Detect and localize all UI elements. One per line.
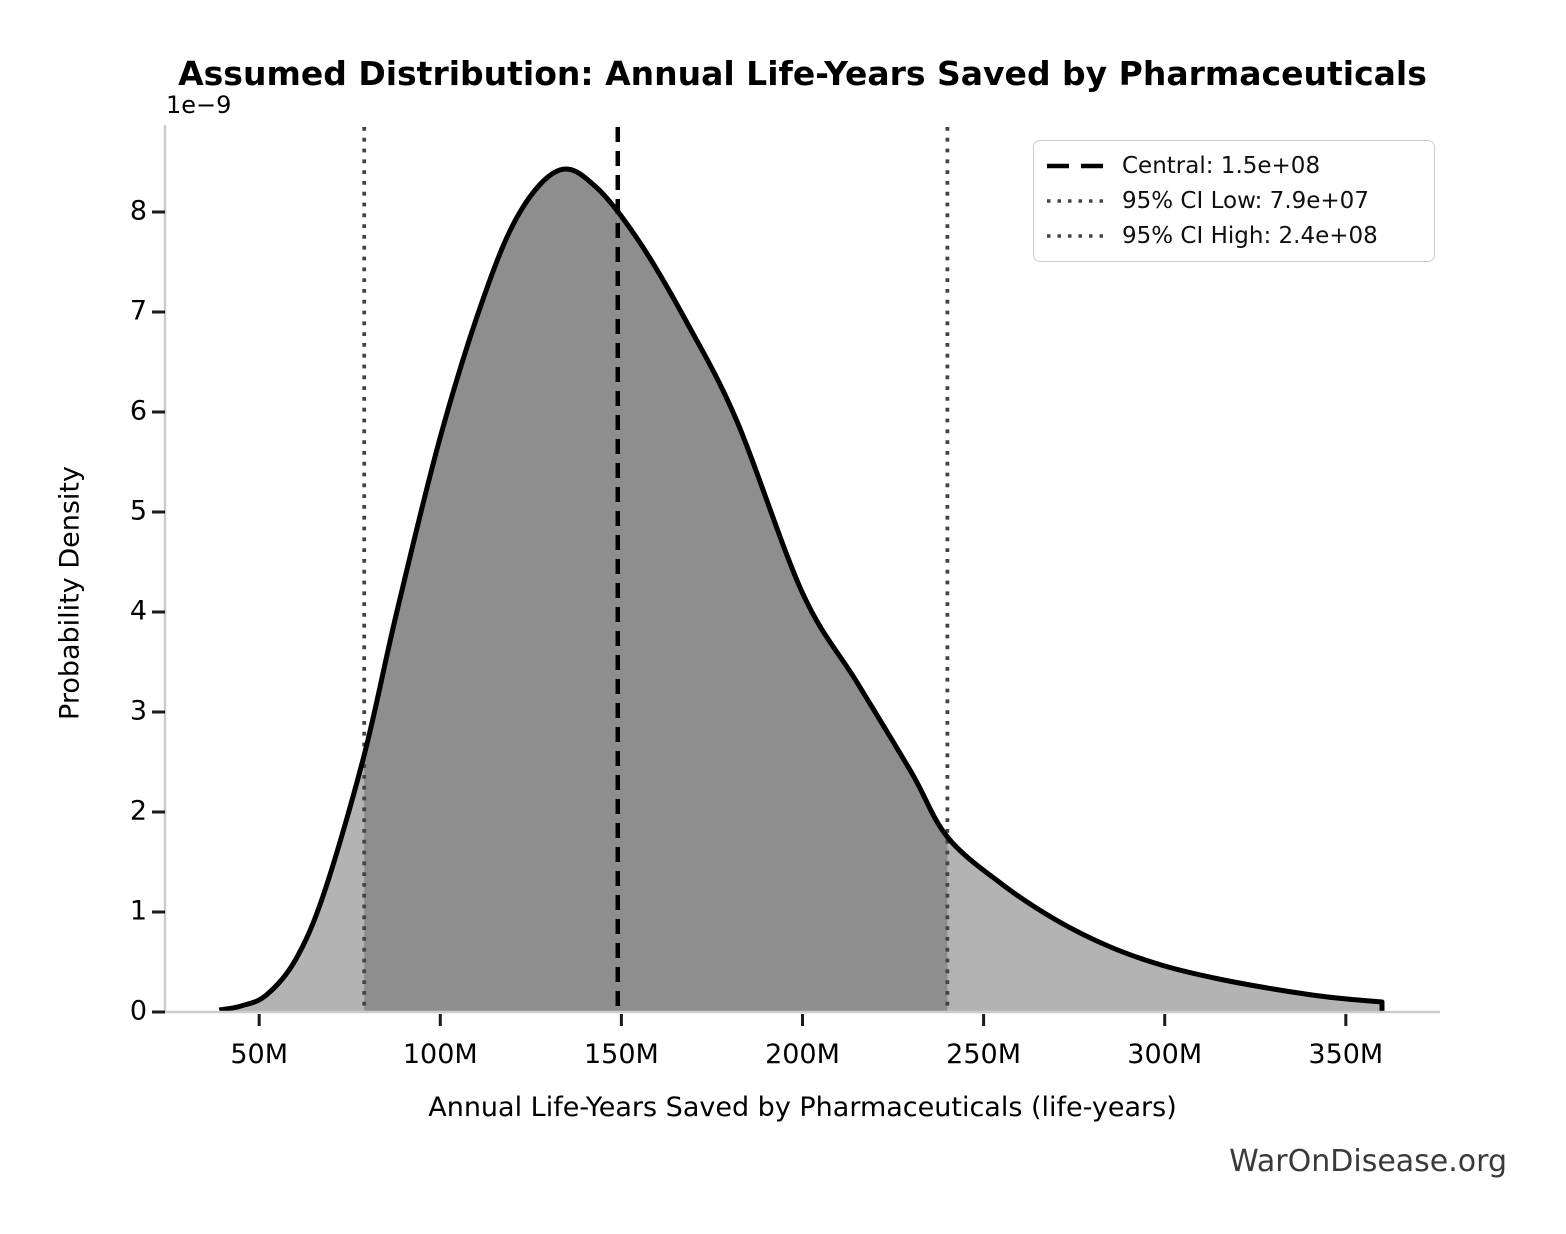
legend-item-label: 95% CI Low: 7.9e+07 (1122, 187, 1369, 214)
x-axis-label: Annual Life-Years Saved by Pharmaceutica… (428, 1092, 1177, 1123)
legend-item: 95% CI Low: 7.9e+07 (1047, 188, 1426, 214)
ci-area-fill (364, 168, 948, 1013)
y-tick-label: 3 (129, 695, 147, 727)
watermark: WarOnDisease.org (1229, 1144, 1507, 1179)
y-axis-label: Probability Density (54, 466, 86, 720)
chart-title: Assumed Distribution: Annual Life-Years … (178, 54, 1427, 93)
y-tick-label: 4 (129, 595, 147, 627)
y-tick-label: 8 (129, 195, 147, 227)
dotted-line-swatch-icon (1047, 234, 1105, 239)
density-curve (218, 166, 1385, 1013)
x-tick-label: 50M (230, 1039, 288, 1070)
x-tick-label: 350M (1308, 1039, 1384, 1070)
x-tick-label: 300M (1127, 1039, 1203, 1070)
x-tick-label: 100M (402, 1039, 478, 1070)
y-tick-label: 1 (129, 895, 147, 927)
legend: Central: 1.5e+08 95% CI Low: 7.9e+07 95% C… (1033, 140, 1435, 262)
x-tick-label: 250M (946, 1039, 1022, 1070)
legend-item-label: Central: 1.5e+08 (1122, 152, 1321, 179)
legend-item: Central: 1.5e+08 (1047, 153, 1426, 179)
x-tick-label: 200M (765, 1039, 840, 1070)
y-tick-label: 0 (129, 995, 147, 1027)
x-tick-marks (257, 1014, 1348, 1026)
x-tick-label: 150M (583, 1039, 659, 1070)
dashed-line-swatch-icon (1047, 163, 1105, 168)
y-tick-label: 2 (129, 795, 147, 827)
y-axis-offset-label: 1e−9 (166, 91, 232, 119)
legend-item: 95% CI High: 2.4e+08 (1047, 223, 1426, 249)
y-tick-marks (152, 210, 165, 1014)
y-tick-label: 6 (129, 395, 147, 427)
dotted-line-swatch-icon (1047, 199, 1105, 203)
y-tick-label: 7 (129, 295, 147, 327)
legend-item-label: 95% CI High: 2.4e+08 (1122, 223, 1378, 250)
y-tick-label: 5 (129, 495, 147, 527)
